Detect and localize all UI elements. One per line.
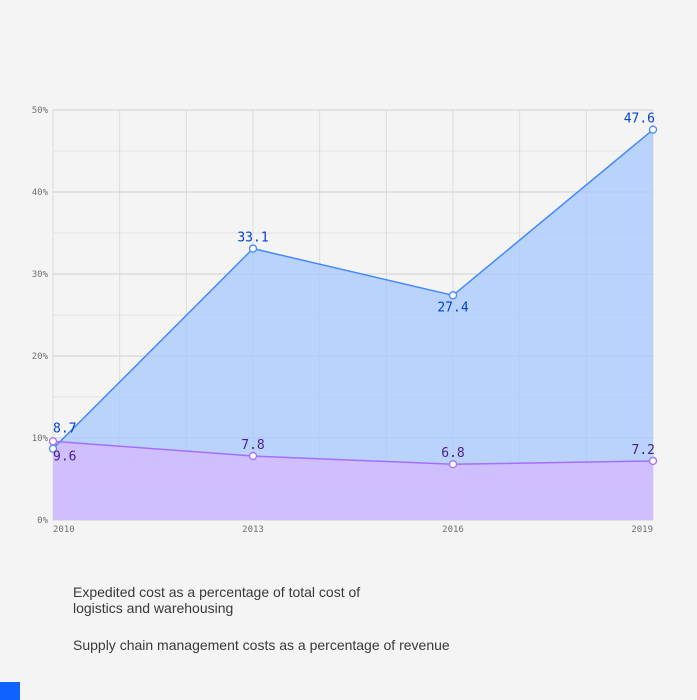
data-point-expedited (248, 244, 258, 253)
data-point-scm (648, 456, 658, 466)
chart-lines (52, 129, 654, 465)
x-axis-ticks: 2010 2013 2016 2019 (53, 525, 653, 535)
x-tick-label: 2010 (53, 525, 75, 535)
y-tick-label: 50% (32, 106, 49, 116)
y-axis-ticks: 0% 10% 20% 30% 40% 50% (32, 106, 49, 526)
corner-accent-block (0, 682, 20, 700)
y-tick-label: 0% (37, 516, 48, 526)
data-label-expedited: 27.4 (437, 300, 468, 315)
data-label-scm: 7.8 (241, 438, 264, 453)
y-tick-label: 20% (32, 352, 49, 362)
data-label-expedited: 8.7 (53, 422, 76, 437)
chart-data-labels: 8.7 33.1 27.4 47.6 9.6 7.8 6.8 7.2 (53, 112, 655, 465)
x-tick-label: 2019 (631, 525, 653, 535)
data-label-expedited: 33.1 (237, 231, 268, 246)
x-tick-label: 2013 (242, 525, 264, 535)
data-label-expedited: 47.6 (624, 112, 655, 127)
legend-item-expedited-cost: Expedited cost as a percentage of total … (73, 584, 361, 616)
data-label-scm: 6.8 (441, 446, 464, 461)
area-chart: 8.7 33.1 27.4 47.6 9.6 7.8 6.8 7.2 0% 10% 20% 30% 4… (32, 106, 658, 535)
chart-points (48, 125, 658, 469)
y-tick-label: 10% (32, 434, 49, 444)
y-tick-label: 30% (32, 270, 49, 280)
data-label-scm: 7.2 (632, 443, 655, 458)
data-point-expedited (448, 291, 458, 300)
x-tick-label: 2016 (442, 525, 464, 535)
data-label-scm: 9.6 (53, 449, 76, 464)
y-tick-label: 40% (32, 188, 49, 198)
legend-item-scm-cost: Supply chain management costs as a perce… (73, 637, 450, 653)
data-point-scm (48, 437, 58, 446)
chart-areas (53, 129, 653, 520)
data-point-scm (448, 460, 458, 469)
data-point-scm (248, 451, 258, 461)
area-expedited-cost (53, 129, 653, 520)
area-scm-cost (53, 441, 653, 520)
line-expedited-cost (52, 129, 654, 450)
data-point-expedited (648, 125, 658, 134)
line-scm-cost (52, 440, 654, 465)
